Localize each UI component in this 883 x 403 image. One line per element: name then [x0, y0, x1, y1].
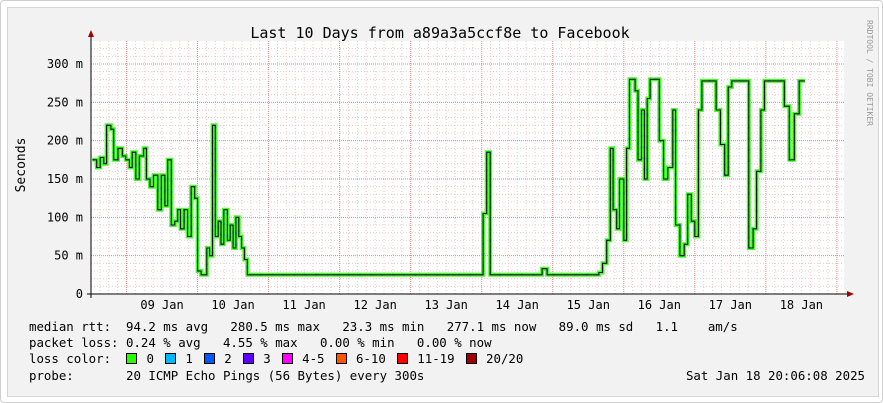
- loss-color-label: loss color:: [29, 351, 112, 366]
- loss-color-swatch: [335, 353, 347, 364]
- rrdtool-watermark: RRDTOOL / TOBI OETIKER: [865, 20, 874, 126]
- x-tick-label: 10 Jan: [211, 298, 254, 312]
- loss-color-item: 20/20: [465, 351, 524, 366]
- x-axis-arrow: [847, 291, 854, 297]
- loss-color-item-label: 1: [177, 351, 193, 366]
- loss-color-item-label: 4-5: [294, 351, 325, 366]
- loss-color-item: 0: [125, 351, 154, 366]
- median-rtt-stats: 94.2 ms avg 280.5 ms max 23.3 ms min 277…: [125, 319, 738, 334]
- loss-color-swatch: [203, 353, 215, 364]
- x-tick-label: 14 Jan: [496, 298, 539, 312]
- y-tick-label: 250 m: [47, 95, 83, 109]
- smokeping-graph: Last 10 Days from a89a3a5ccf8e to Facebo…: [7, 7, 879, 397]
- y-tick-label: 150 m: [47, 172, 83, 186]
- loss-color-item: 1: [164, 351, 193, 366]
- loss-color-item: 3: [242, 351, 271, 366]
- y-axis-arrow: [88, 30, 94, 37]
- loss-color-swatches: 0 1 2 3 4-5 6-10 11-19 20/20: [125, 351, 534, 366]
- loss-color-swatch: [242, 353, 254, 364]
- probe-row: probe: 20 ICMP Echo Pings (56 Bytes) eve…: [29, 368, 865, 384]
- loss-color-swatch: [164, 353, 176, 364]
- loss-color-item: 4-5: [281, 351, 325, 366]
- loss-color-item-label: 3: [255, 351, 271, 366]
- y-tick-label: 200 m: [47, 134, 83, 148]
- loss-color-item: 2: [203, 351, 232, 366]
- x-tick-label: 11 Jan: [282, 298, 325, 312]
- loss-color-item-label: 6-10: [348, 351, 386, 366]
- median-rtt-row: median rtt: 94.2 ms avg 280.5 ms max 23.…: [29, 319, 738, 335]
- x-tick-label: 09 Jan: [140, 298, 183, 312]
- x-tick-label: 15 Jan: [567, 298, 610, 312]
- loss-color-swatch: [465, 353, 477, 364]
- loss-color-item: 11-19: [396, 351, 455, 366]
- chart-title: Last 10 Days from a89a3a5ccf8e to Facebo…: [250, 24, 629, 42]
- y-tick-label: 300 m: [47, 57, 83, 71]
- loss-color-item-label: 11-19: [409, 351, 455, 366]
- probe-description: 20 ICMP Echo Pings (56 Bytes) every 300s: [125, 368, 425, 383]
- y-tick-label: 100 m: [47, 210, 83, 224]
- packet-loss-label: packet loss:: [29, 335, 119, 350]
- loss-color-swatch: [281, 353, 293, 364]
- series-line-median-rtt: [92, 78, 805, 276]
- median-rtt-label: median rtt:: [29, 319, 112, 334]
- loss-color-swatch: [396, 353, 408, 364]
- loss-color-item-label: 2: [216, 351, 232, 366]
- y-axis-label: Seconds: [14, 138, 29, 193]
- x-tick-label: 17 Jan: [709, 298, 752, 312]
- loss-color-item: 6-10: [335, 351, 386, 366]
- y-tick-label: 50 m: [54, 249, 83, 263]
- latency-chart: Last 10 Days from a89a3a5ccf8e to Facebo…: [14, 20, 874, 312]
- packet-loss-stats: 0.24 % avg 4.55 % max 0.00 % min 0.00 % …: [126, 335, 492, 350]
- loss-color-item-label: 0: [138, 351, 154, 366]
- y-tick-label: 0: [76, 287, 83, 301]
- x-tick-label: 12 Jan: [353, 298, 396, 312]
- probe-label: probe:: [29, 368, 74, 383]
- x-tick-label: 18 Jan: [780, 298, 823, 312]
- x-tick-label: 16 Jan: [638, 298, 681, 312]
- loss-color-item-label: 20/20: [478, 351, 524, 366]
- x-tick-label: 13 Jan: [425, 298, 468, 312]
- loss-color-row: loss color: 0 1 2 3 4-5 6-10 11-19 20/20: [29, 351, 534, 367]
- packet-loss-row: packet loss: 0.24 % avg 4.55 % max 0.00 …: [29, 335, 492, 351]
- loss-color-swatch: [125, 353, 137, 364]
- graph-timestamp: Sat Jan 18 20:06:08 2025: [685, 368, 865, 383]
